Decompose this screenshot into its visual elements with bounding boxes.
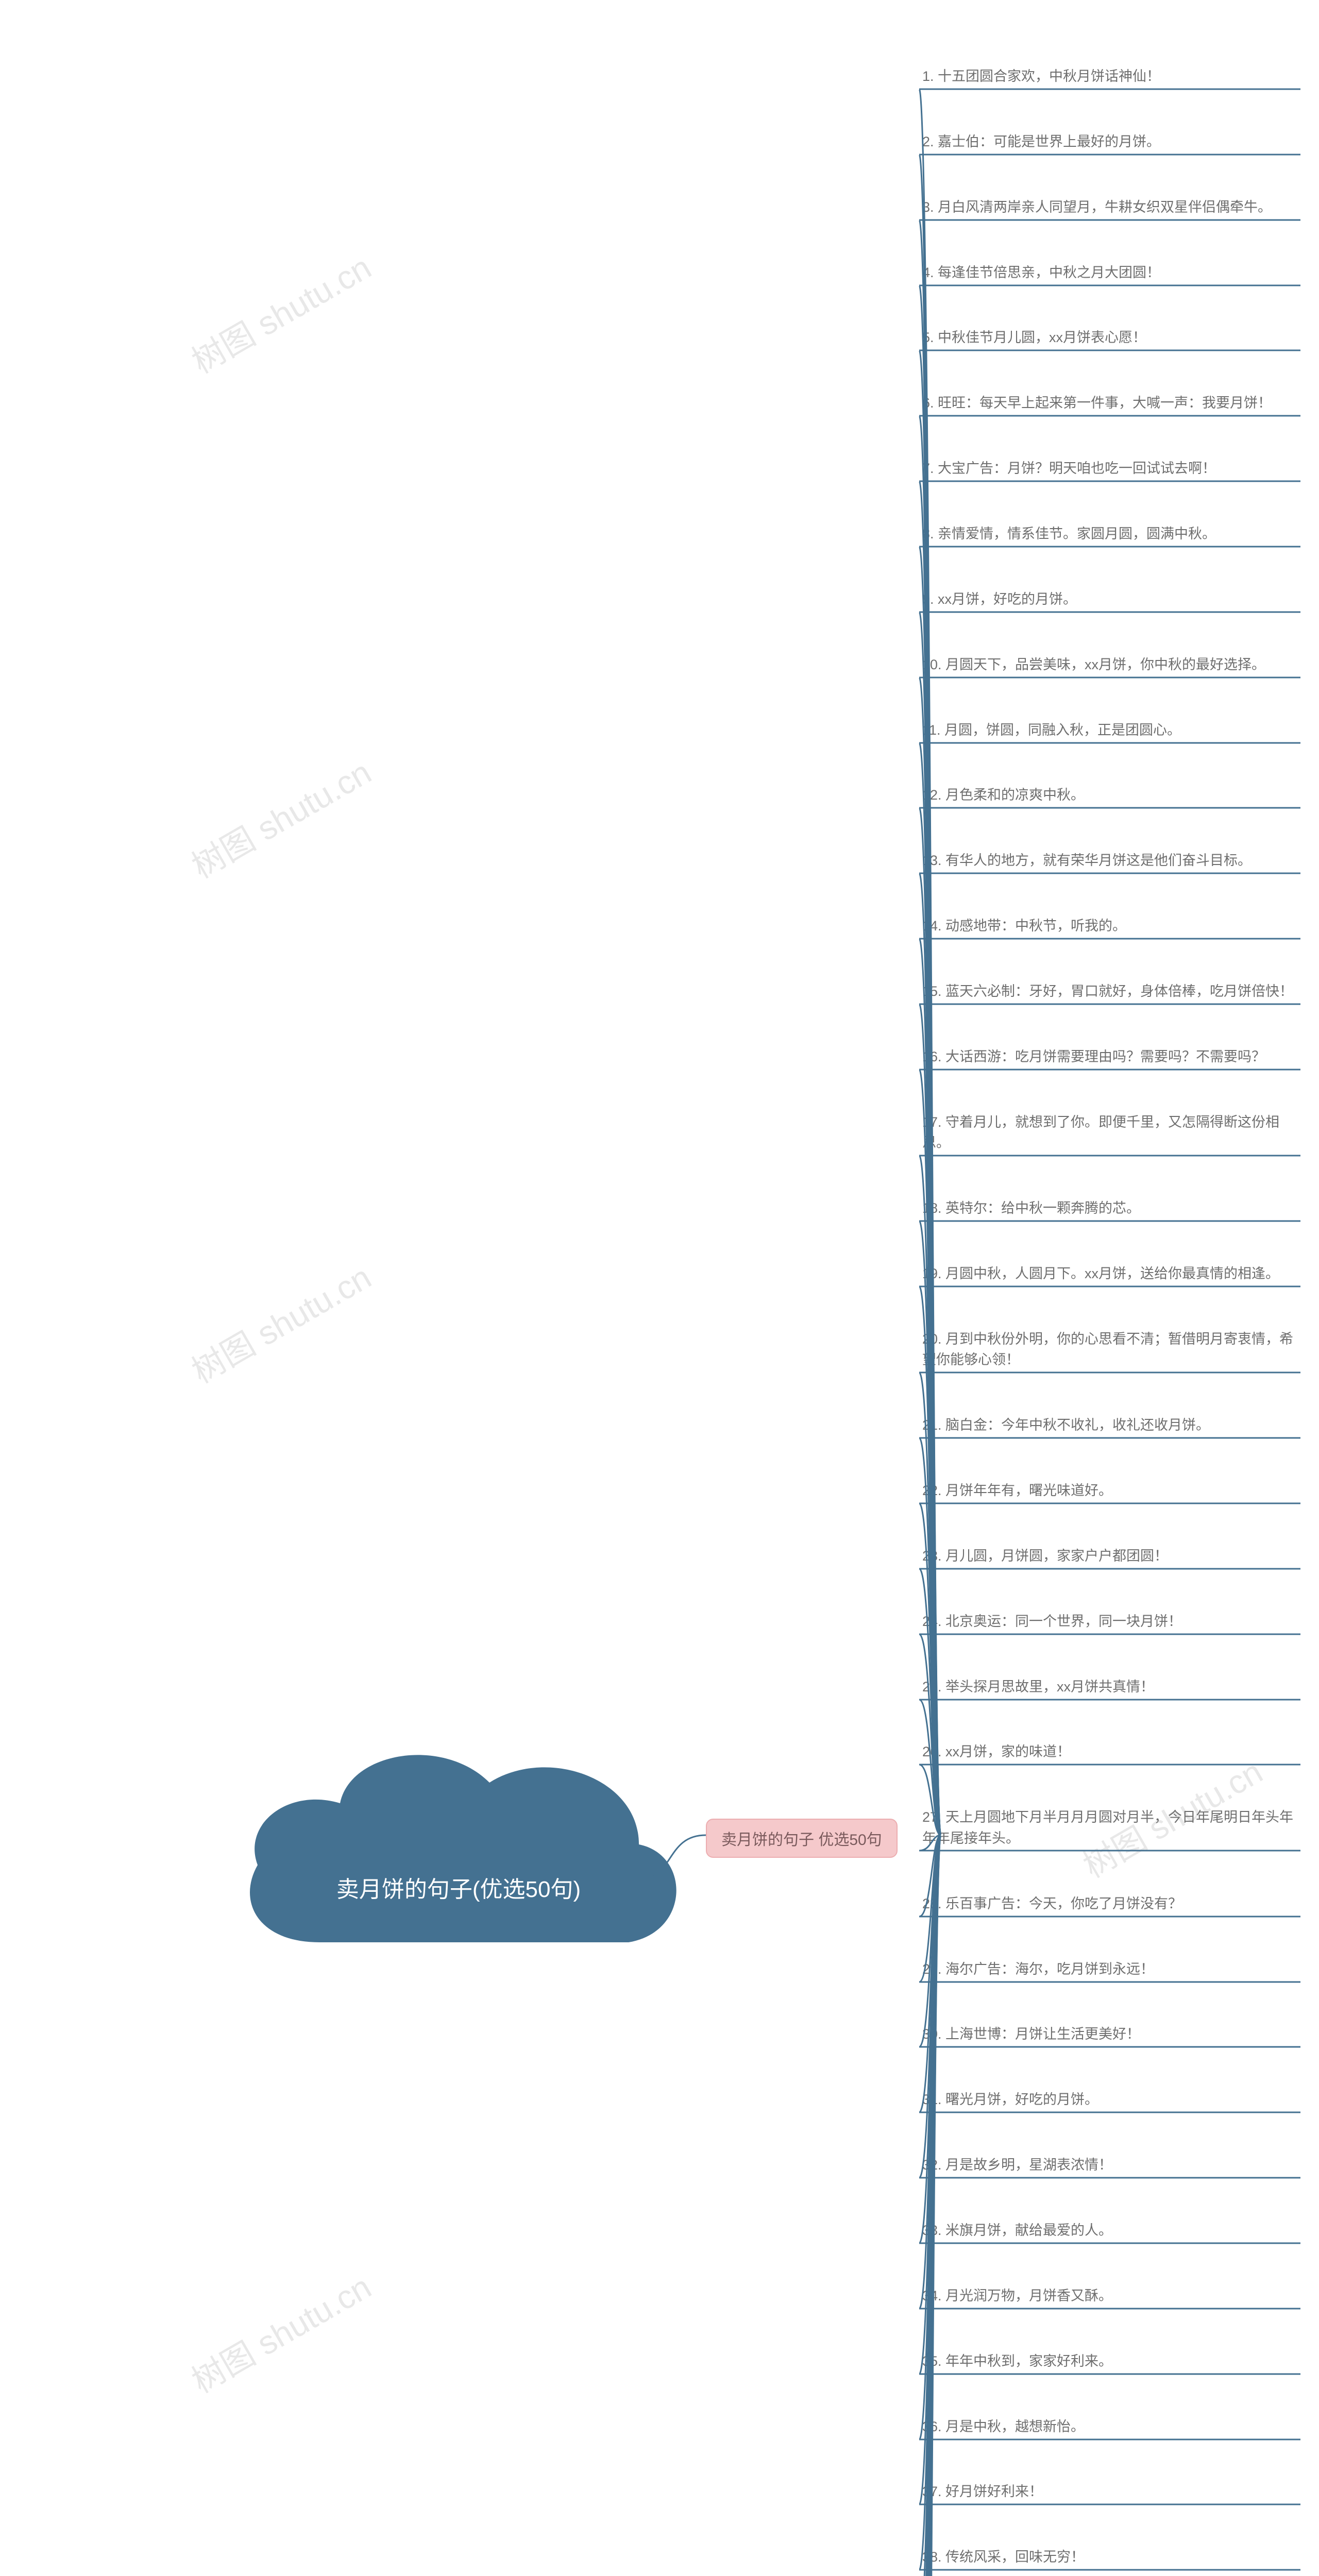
leaf-item: 1. 十五团圆合家欢，中秋月饼话神仙！	[922, 62, 1304, 91]
leaf-item: 38. 传统风采，回味无穷！	[922, 2543, 1304, 2572]
leaf-item: 26. xx月饼，家的味道！	[922, 1737, 1304, 1767]
leaf-item: 15. 蓝天六必制：牙好，胃口就好，身体倍棒，吃月饼倍快！	[922, 977, 1304, 1006]
leaf-item: 17. 守着月儿，就想到了你。即便千里，又怎隔得断这份相思。	[922, 1108, 1304, 1158]
leaf-item: 22. 月饼年年有，曙光味道好。	[922, 1476, 1304, 1505]
leaf-item: 29. 海尔广告：海尔，吃月饼到永远！	[922, 1955, 1304, 1984]
leaf-item: 36. 月是中秋，越想新怡。	[922, 2412, 1304, 2442]
hub-label: 卖月饼的句子 优选50句	[721, 1832, 882, 1849]
leaf-item: 9. xx月饼，好吃的月饼。	[922, 585, 1304, 614]
leaf-item: 12. 月色柔和的凉爽中秋。	[922, 781, 1304, 810]
leaf-item: 14. 动感地带：中秋节，听我的。	[922, 911, 1304, 941]
leaf-item: 34. 月光润万物，月饼香又酥。	[922, 2281, 1304, 2311]
leaf-item: 13. 有华人的地方，就有荣华月饼这是他们奋斗目标。	[922, 846, 1304, 875]
watermark: 树图 shutu.cn	[182, 242, 379, 383]
leaf-item: 3. 月白风清两岸亲人同望月，牛耕女织双星伴侣偶牵牛。	[922, 193, 1304, 222]
leaf-item: 33. 米旗月饼，献给最爱的人。	[922, 2216, 1304, 2245]
leaf-item: 24. 北京奥运：同一个世界，同一块月饼！	[922, 1607, 1304, 1636]
leaf-item: 30. 上海世博：月饼让生活更美好！	[922, 2020, 1304, 2049]
root-title: 卖月饼的句子(优选50句)	[336, 1871, 581, 1904]
cloud-shape	[227, 1726, 690, 2004]
leaf-item: 27. 天上月圆地下月半月月月圆对月半，今日年尾明日年头年年年尾接年头。	[922, 1803, 1304, 1853]
leaf-item: 25. 举头探月思故里，xx月饼共真情！	[922, 1672, 1304, 1702]
leaf-item: 20. 月到中秋份外明，你的心思看不清；暂借明月寄衷情，希望你能够心领！	[922, 1325, 1304, 1375]
leaf-item: 5. 中秋佳节月儿圆，xx月饼表心愿！	[922, 323, 1304, 352]
watermark: 树图 shutu.cn	[182, 1251, 379, 1393]
watermark: 树图 shutu.cn	[182, 747, 379, 888]
leaf-item: 18. 英特尔：给中秋一颗奔腾的芯。	[922, 1194, 1304, 1223]
root-cloud: 卖月饼的句子(优选50句)	[227, 1726, 690, 2004]
leaf-item: 10. 月圆天下，品尝美味，xx月饼，你中秋的最好选择。	[922, 650, 1304, 680]
leaf-item: 4. 每逢佳节倍思亲，中秋之月大团圆！	[922, 258, 1304, 287]
leaf-item: 11. 月圆，饼圆，同融入秋，正是团圆心。	[922, 716, 1304, 745]
leaf-item: 21. 脑白金：今年中秋不收礼，收礼还收月饼。	[922, 1411, 1304, 1440]
leaf-item: 37. 好月饼好利来！	[922, 2477, 1304, 2506]
leaves-column: 1. 十五团圆合家欢，中秋月饼话神仙！ 2. 嘉士伯：可能是世界上最好的月饼。 3.…	[922, 62, 1304, 2576]
hub-node: 卖月饼的句子 优选50句	[706, 1819, 898, 1858]
leaf-item: 28. 乐百事广告：今天，你吃了月饼没有？	[922, 1889, 1304, 1919]
leaf-item: 23. 月儿圆，月饼圆，家家户户都团圆！	[922, 1541, 1304, 1571]
leaf-item: 19. 月圆中秋，人圆月下。xx月饼，送给你最真情的相逢。	[922, 1259, 1304, 1289]
leaf-item: 31. 曙光月饼，好吃的月饼。	[922, 2085, 1304, 2114]
leaf-item: 6. 旺旺：每天早上起来第一件事，大喊一声：我要月饼！	[922, 388, 1304, 418]
leaf-item: 32. 月是故乡明，星湖表浓情！	[922, 2150, 1304, 2180]
leaf-item: 7. 大宝广告：月饼？明天咱也吃一回试试去啊！	[922, 454, 1304, 483]
leaf-item: 35. 年年中秋到，家家好利来。	[922, 2347, 1304, 2376]
leaf-item: 2. 嘉士伯：可能是世界上最好的月饼。	[922, 127, 1304, 157]
leaf-item: 8. 亲情爱情，情系佳节。家圆月圆，圆满中秋。	[922, 519, 1304, 549]
watermark: 树图 shutu.cn	[182, 2261, 379, 2402]
leaf-item: 16. 大话西游：吃月饼需要理由吗？需要吗？不需要吗？	[922, 1042, 1304, 1072]
